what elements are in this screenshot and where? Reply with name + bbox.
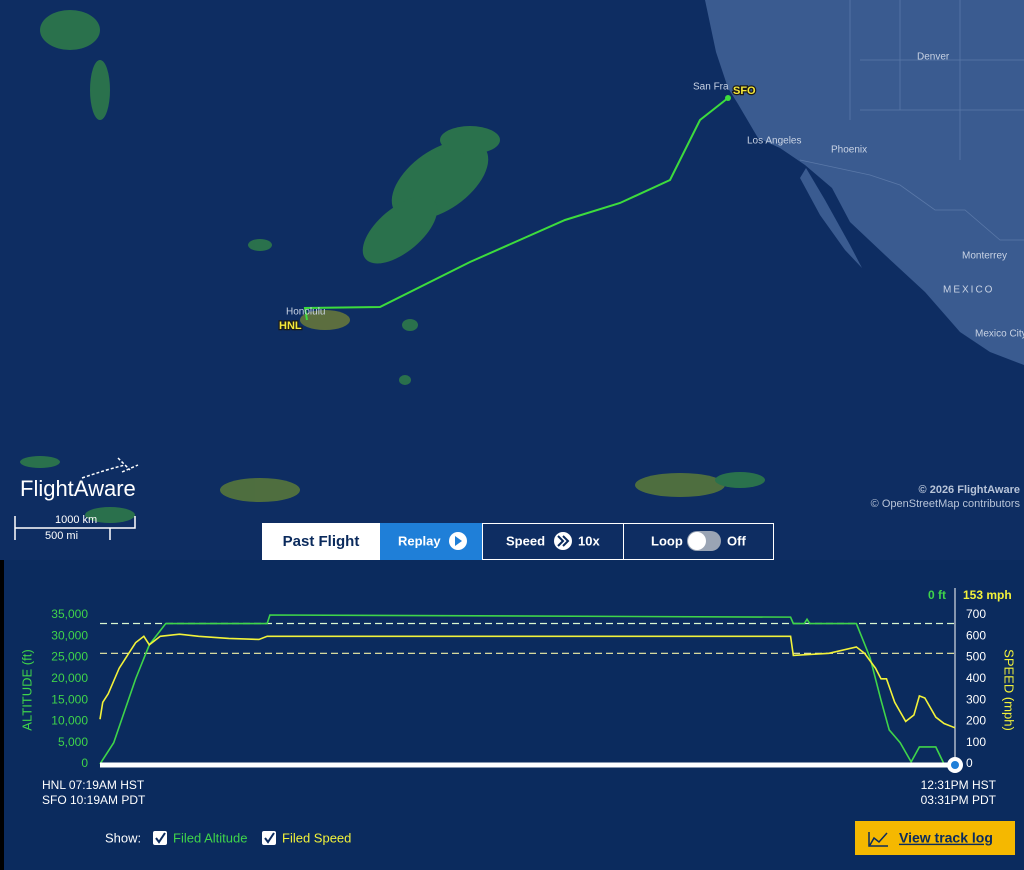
- y2-tick-label: 400: [966, 671, 986, 685]
- route-end: [725, 95, 731, 101]
- speed-glyph: [557, 535, 570, 547]
- y2-tick-label: 0: [966, 756, 973, 770]
- replay-label: Replay: [398, 533, 441, 548]
- y-tick-label: 5,000: [58, 735, 88, 749]
- place-label: Honolulu: [286, 307, 325, 318]
- chart-icon: [868, 832, 888, 847]
- airport-label[interactable]: HNL: [278, 319, 303, 334]
- y-tick-label: 35,000: [51, 607, 88, 621]
- y2-axis-label: SPEED (mph): [1002, 649, 1017, 731]
- data-line: [99, 614, 955, 765]
- end-time: 03:31PM PDT: [921, 793, 997, 807]
- altitude-readout: 0 ft: [928, 588, 946, 602]
- y-axis-label: ALTITUDE (ft): [19, 649, 34, 730]
- controls: Past Flight Replay Speed 10x Loop Off: [262, 523, 774, 560]
- past-flight-tab[interactable]: [262, 523, 380, 560]
- track-log-label: View track log: [899, 830, 993, 846]
- attribution[interactable]: © OpenStreetMap contributors: [871, 498, 1021, 510]
- loop-label: Loop: [651, 533, 683, 548]
- checkbox-label[interactable]: Filed Altitude: [173, 830, 247, 845]
- land: [705, 0, 1024, 365]
- y2-tick-label: 300: [966, 692, 986, 706]
- flight-route: [303, 97, 729, 321]
- y-tick-label: 30,000: [51, 628, 88, 642]
- y2-tick-label: 100: [966, 735, 986, 749]
- borders: [799, 0, 1024, 241]
- play-glyph: [455, 536, 462, 546]
- check: [264, 832, 275, 844]
- place-label: MEXICO: [943, 285, 994, 296]
- attribution: © 2026 FlightAware: [919, 484, 1020, 496]
- scale-km: 1000 km: [55, 514, 97, 526]
- loop-value: Off: [727, 533, 746, 548]
- scale-bar: [14, 516, 136, 540]
- place-label: Mexico City: [975, 329, 1024, 340]
- logo-plane: [81, 457, 139, 479]
- y2-tick-label: 700: [966, 607, 986, 621]
- airport-label[interactable]: SFO: [732, 84, 758, 99]
- knob-center: [951, 761, 959, 769]
- scale-mi: 500 mi: [45, 530, 78, 542]
- baja: [800, 168, 862, 268]
- start-time: HNL 07:19AM HST: [42, 778, 145, 792]
- place-label: San Fra: [693, 82, 729, 93]
- toggle-knob: [688, 532, 706, 550]
- speed-value: 10x: [578, 533, 600, 548]
- y-tick-label: 15,000: [51, 692, 88, 706]
- check: [155, 832, 166, 844]
- place-label: Monterrey: [962, 251, 1007, 262]
- logo: FlightAware: [20, 476, 136, 501]
- chart-panel: [0, 560, 1024, 870]
- y-tick-label: 20,000: [51, 671, 88, 685]
- y2-tick-label: 600: [966, 628, 986, 642]
- loop-button[interactable]: [623, 523, 774, 560]
- place-label: Denver: [917, 52, 950, 63]
- y-tick-label: 25,000: [51, 650, 88, 664]
- start-time: SFO 10:19AM PDT: [42, 793, 146, 807]
- speed-label: Speed: [506, 533, 545, 548]
- panel-edge: [0, 560, 4, 870]
- y2-tick-label: 200: [966, 714, 986, 728]
- speed-readout: 153 mph: [963, 588, 1012, 602]
- end-time: 12:31PM HST: [921, 778, 997, 792]
- weather: [20, 10, 765, 523]
- y-tick-label: 0: [81, 756, 88, 770]
- chart: 0 5,000 10,000 15,000 20,000 25,000 30,000 35,0…: [51, 588, 986, 773]
- place-label: Phoenix: [831, 145, 867, 156]
- checkbox-label[interactable]: Filed Speed: [282, 830, 351, 845]
- past-flight-label: Past Flight: [283, 533, 360, 550]
- data-line: [99, 633, 956, 729]
- show-label: Show:: [105, 830, 141, 845]
- y2-tick-label: 500: [966, 650, 986, 664]
- y-tick-label: 10,000: [51, 714, 88, 728]
- place-label: Los Angeles: [747, 136, 802, 147]
